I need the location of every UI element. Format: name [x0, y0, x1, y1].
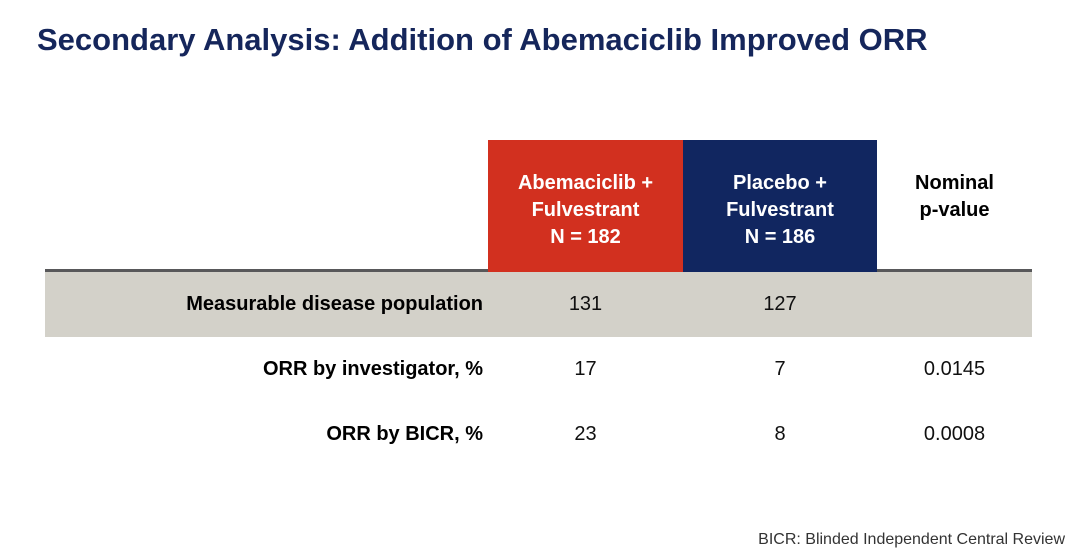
- row-label: ORR by BICR, %: [326, 423, 483, 445]
- row-label: Measurable disease population: [186, 293, 483, 315]
- pcol-line2: p-value: [919, 199, 990, 221]
- row-label: ORR by investigator, %: [262, 358, 483, 380]
- pcol-line1: Nominal: [915, 172, 994, 194]
- abemaciclib-value: 17: [574, 358, 597, 380]
- table-header-row: Abemaciclib + Fulvestrant N = 182 Placeb…: [45, 140, 1032, 272]
- column-header-abemaciclib-arm: Abemaciclib + Fulvestrant N = 182: [488, 140, 683, 272]
- p-value: 0.0008: [923, 423, 986, 445]
- results-table: Abemaciclib + Fulvestrant N = 182 Placeb…: [45, 140, 1032, 467]
- placebo-value: 8: [774, 423, 786, 445]
- table-row-orr-bicr: ORR by BICR, % 23 8 0.0008: [45, 402, 1032, 467]
- slide-title: Secondary Analysis: Addition of Abemacic…: [37, 22, 928, 57]
- column-header-placebo-arm: Placebo + Fulvestrant N = 186: [683, 140, 877, 272]
- placebo-value: 7: [774, 358, 786, 380]
- table-row-measurable-disease: Measurable disease population 131 127: [45, 272, 1032, 337]
- abemaciclib-value: 23: [574, 423, 597, 445]
- arm1-line3: N = 182: [550, 226, 621, 248]
- p-value: 0.0145: [923, 358, 986, 380]
- bicr-abbreviation-footnote: BICR: Blinded Independent Central Review: [758, 531, 1065, 548]
- arm2-line3: N = 186: [744, 226, 816, 248]
- arm1-line1: Abemaciclib +: [517, 172, 654, 194]
- column-header-p-value: Nominal p-value: [877, 140, 1032, 272]
- arm2-line1: Placebo +: [733, 172, 827, 194]
- table-row-orr-investigator: ORR by investigator, % 17 7 0.0145: [45, 337, 1032, 402]
- placebo-value: 127: [763, 293, 797, 315]
- abemaciclib-value: 131: [568, 293, 603, 315]
- header-spacer: [45, 140, 488, 272]
- arm1-line2: Fulvestrant: [531, 199, 640, 221]
- arm2-line2: Fulvestrant: [726, 199, 834, 221]
